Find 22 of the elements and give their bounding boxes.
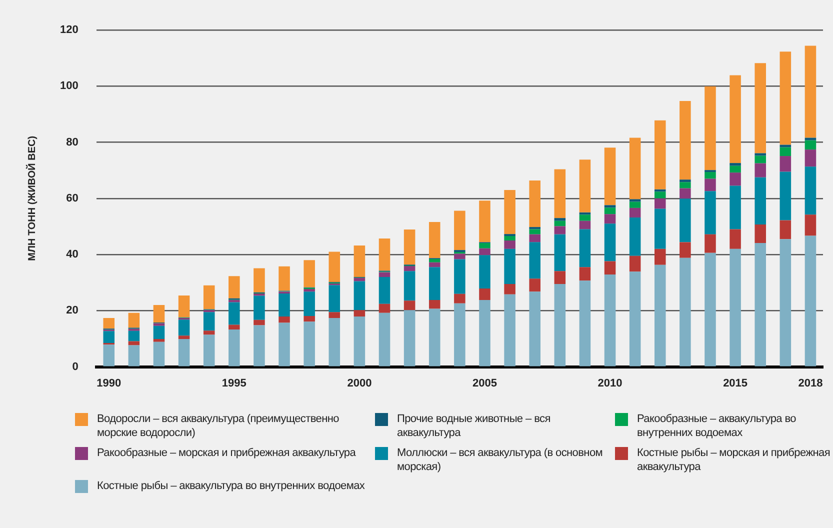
y-tick-label: 0 xyxy=(72,360,78,373)
legend-label: Ракообразные – аквакультура во внутренних водоемах xyxy=(637,412,797,441)
legend-label: Костные рыбы – аквакультура во внутренних водоемах xyxy=(97,479,365,494)
x-tick-label: 2010 xyxy=(598,377,622,390)
x-tick-label: 2015 xyxy=(723,377,748,390)
y-tick-label: 40 xyxy=(66,248,78,261)
y-tick-label: 100 xyxy=(60,80,78,92)
x-tick-label: 2000 xyxy=(347,377,372,390)
x-tick-label: 2018 xyxy=(798,377,823,390)
y-tick-label: 120 xyxy=(60,24,78,36)
legend-label: Ракообразные – морская и прибрежная аквакультура xyxy=(97,446,356,460)
legend-label: Моллюски – вся аквакультура (в основном морская) xyxy=(397,446,604,474)
legend-label: Костные рыбы – морская и прибрежная аквакультура xyxy=(637,446,830,474)
legend-label: Водоросли – вся аквакультура (преимущественно морские водоросли) xyxy=(97,412,340,441)
x-tick-label: 1995 xyxy=(222,377,246,390)
y-tick-label: 80 xyxy=(66,136,78,148)
legend-label: Прочие водные животные – вся аквакультура xyxy=(397,412,552,441)
x-tick-label: 1990 xyxy=(96,377,122,390)
x-tick-label: 2005 xyxy=(472,377,497,390)
y-tick-label: 20 xyxy=(66,304,78,317)
y-tick-label: 60 xyxy=(66,192,78,204)
y-axis-title: МЛН ТОНН (ЖИВОЙ ВЕС) xyxy=(24,136,38,261)
